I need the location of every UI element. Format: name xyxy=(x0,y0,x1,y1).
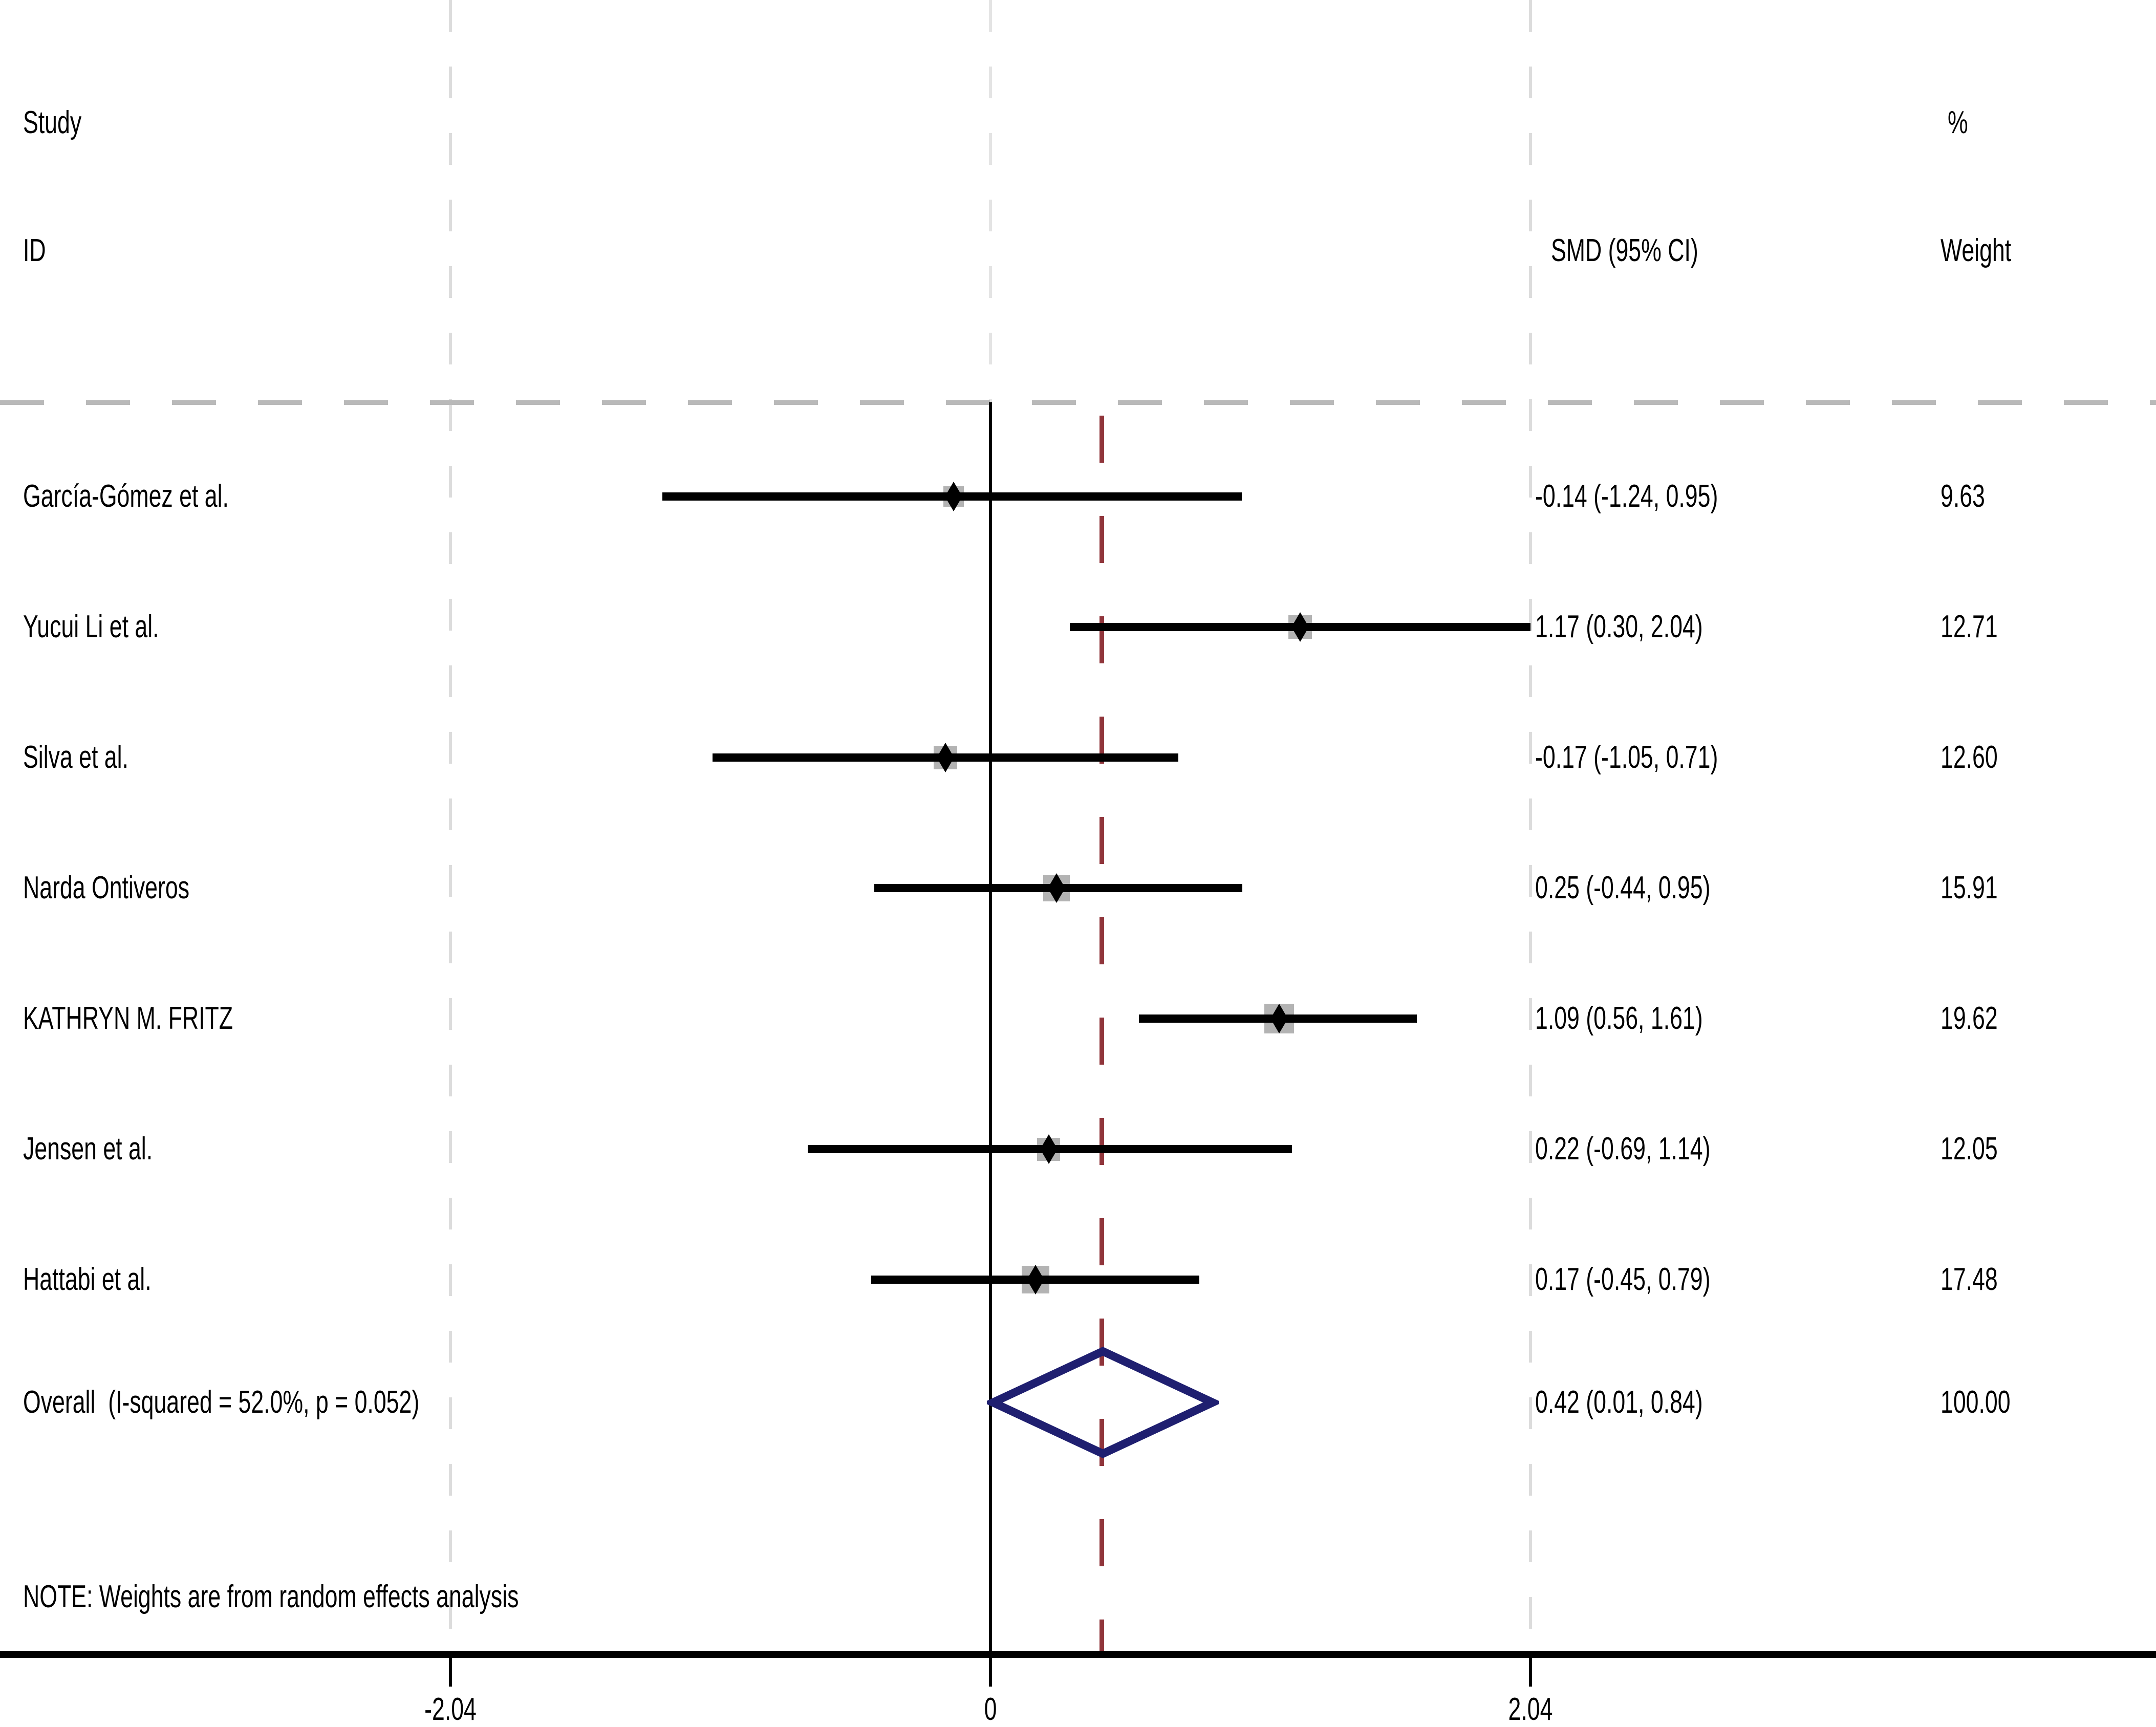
overall-diamond-outline xyxy=(987,1347,1219,1458)
overall-diamond-shape xyxy=(987,1347,1219,1458)
smd-value: 1.17 (0.30, 2.04) xyxy=(1535,609,1703,644)
overall-weight-value: 100.00 xyxy=(1941,1385,2011,1420)
x-axis-tick xyxy=(449,1658,452,1687)
weight-value: 12.05 xyxy=(1941,1131,1998,1167)
smd-value: -0.17 (-1.05, 0.71) xyxy=(1535,740,1718,775)
smd-value: 0.25 (-0.44, 0.95) xyxy=(1535,870,1711,905)
x-axis-tick-label: 2.04 xyxy=(1508,1692,1553,1727)
overall-smd-value: 0.42 (0.01, 0.84) xyxy=(1535,1385,1703,1420)
column-header-id: ID xyxy=(23,233,46,268)
smd-value: 0.17 (-0.45, 0.79) xyxy=(1535,1262,1711,1297)
study-label: García-Gómez et al. xyxy=(23,479,229,514)
zero-line-upper-dashed xyxy=(989,0,992,402)
weight-value: 9.63 xyxy=(1941,479,1985,514)
smd-value: 0.22 (-0.69, 1.14) xyxy=(1535,1131,1711,1167)
x-axis-tick-label: 0 xyxy=(984,1692,997,1727)
overall-diamond xyxy=(987,1345,1219,1460)
weight-value: 17.48 xyxy=(1941,1262,1998,1297)
smd-value: -0.14 (-1.24, 0.95) xyxy=(1535,479,1718,514)
study-label: Narda Ontiveros xyxy=(23,870,190,905)
x-axis-tick xyxy=(989,1658,992,1687)
zero-line xyxy=(989,402,992,1651)
smd-value: 1.09 (0.56, 1.61) xyxy=(1535,1001,1703,1036)
study-label: Silva et al. xyxy=(23,740,128,775)
header-separator-line xyxy=(0,400,2156,405)
weight-value: 15.91 xyxy=(1941,870,1998,905)
column-header-study: Study xyxy=(23,105,82,140)
study-label: Jensen et al. xyxy=(23,1131,153,1167)
x-axis-tick xyxy=(1529,1658,1532,1687)
overall-label: Overall (I-squared = 52.0%, p = 0.052) xyxy=(23,1385,420,1420)
note-text: NOTE: Weights are from random effects an… xyxy=(23,1579,519,1614)
study-label: Yucui Li et al. xyxy=(23,609,159,644)
weight-value: 12.60 xyxy=(1941,740,1998,775)
x-axis-tick-label: -2.04 xyxy=(424,1692,477,1727)
column-header-percent: % xyxy=(1948,105,1968,140)
column-header-smd-ci: SMD (95% CI) xyxy=(1551,233,1698,268)
x-axis-line xyxy=(0,1651,2156,1658)
study-label: KATHRYN M. FRITZ xyxy=(23,1001,233,1036)
column-header-weight: Weight xyxy=(1941,233,2012,268)
weight-value: 12.71 xyxy=(1941,609,1998,644)
gridline-plus xyxy=(1528,0,1532,1651)
gridline-minus xyxy=(449,0,452,1651)
study-label: Hattabi et al. xyxy=(23,1262,152,1297)
reference-line xyxy=(1099,416,1105,1651)
weight-value: 19.62 xyxy=(1941,1001,1998,1036)
